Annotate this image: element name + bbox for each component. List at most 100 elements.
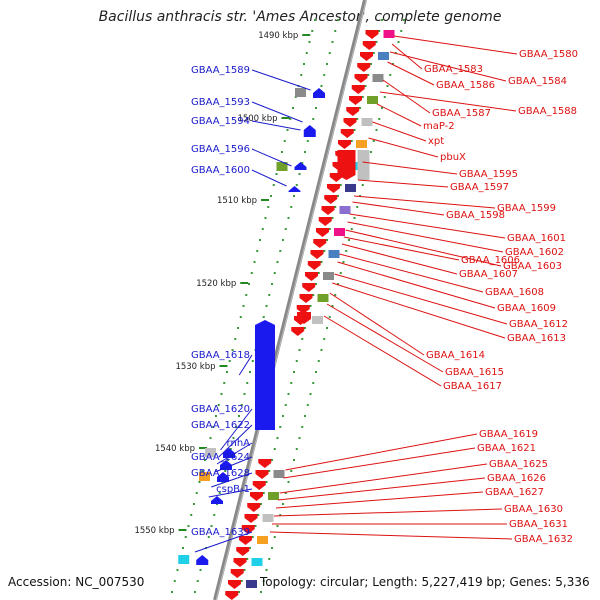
guide-dot [265,569,268,571]
guide-dot [256,250,259,252]
plus-leader-line [389,51,507,82]
guide-dot [176,569,179,571]
guide-dot [350,228,353,230]
guide-dot [375,41,378,43]
minus-leader-line [211,472,253,488]
guide-dot [331,217,334,219]
plus-leader-line [339,253,484,293]
minus-gene-label: GBAA_1618 [191,350,250,361]
minus-gene-arrow [211,496,223,504]
plus-gene-label: GBAA_1612 [509,319,568,330]
plus-gene-arrow [316,228,329,237]
minus-leader-line [251,120,301,131]
plus-gene-label: GBAA_1627 [485,487,544,498]
minus-gene-label: GBAA_1594 [191,116,250,127]
guide-dot [194,591,196,593]
guide-dot [271,459,273,461]
guide-dot [251,536,254,538]
guide-dot [204,459,206,461]
plus-gene-arrow [299,294,313,303]
guide-dot [271,283,273,285]
genome-summary-text: Topology: circular; Length: 5,227,419 bp… [260,575,590,589]
guide-dot [209,437,212,439]
cog-block [273,470,285,478]
plus-leader-line [341,243,458,275]
plus-leader-line [277,477,486,501]
plus-gene-arrow [351,85,365,94]
guide-dot [232,437,235,439]
guide-dot [245,294,248,296]
guide-dot [282,415,284,417]
guide-dot [173,580,176,582]
guide-dot [273,536,276,538]
guide-dot [356,118,359,120]
plus-gene-arrow [321,206,335,215]
cog-block [357,150,370,180]
guide-dot [315,283,317,285]
plus-gene-label: GBAA_1621 [477,443,536,454]
guide-dot [298,349,301,351]
plus-leader-line [393,35,518,55]
minus-leader-line [220,408,253,451]
guide-dot [246,558,249,560]
plus-gene-arrow [302,283,316,292]
minus-gene-label: GBAA_1628 [191,468,250,479]
plus-gene-label: GBAA_1602 [505,247,564,258]
minus-leader-line [251,148,292,167]
guide-dot [364,85,367,87]
cog-block [350,162,362,170]
guide-dot [224,470,227,472]
plus-gene-arrow [362,41,376,50]
cog-block [262,514,274,522]
guide-dot [276,261,279,263]
guide-dot [334,294,337,296]
plus-leader-line [269,531,513,540]
guide-dot [207,536,210,538]
guide-dot [235,426,238,428]
guide-dot [287,393,290,395]
guide-dot [272,184,275,186]
cog-block [251,558,263,566]
guide-dot [187,525,190,527]
plus-gene-arrow [324,195,338,204]
guide-dot [243,569,246,571]
plus-gene-label: GBAA_1586 [436,80,495,91]
guide-dot [284,492,287,494]
plus-gene-label: GBAA_1584 [508,76,567,87]
guide-dot [253,261,256,263]
plus-leader-line [275,491,484,509]
guide-dot [317,272,320,274]
guide-dot [339,184,342,186]
guide-dot [279,250,282,252]
guide-dot [243,393,246,395]
cog-block [356,140,367,148]
plus-gene-arrow [291,327,305,336]
guide-dot [287,481,290,483]
plus-gene-arrow [338,140,351,149]
guide-dot [215,415,217,417]
plus-leader-line [387,61,435,86]
plus-gene-arrow [255,470,269,479]
cog-block [317,294,329,302]
plus-gene-arrow [318,217,332,226]
plus-leader-line [376,103,422,127]
guide-dot [223,382,226,384]
plus-gene-arrow [357,63,371,72]
plus-gene-label: GBAA_1614 [426,350,485,361]
plus-gene-label: GBAA_1580 [519,49,578,60]
cog-block [361,118,373,126]
guide-dot [353,217,356,219]
minus-gene-label: GBAA_1624 [191,452,250,463]
guide-dot [293,371,295,373]
plus-gene-label: xpt [428,136,444,147]
guide-dot [337,19,339,21]
guide-dot [259,239,261,241]
minus-gene-arrow [220,460,232,470]
guide-dot [262,492,265,494]
guide-dot [306,140,309,142]
minus-leader-line [251,101,303,123]
plus-leader-line [343,236,460,261]
guide-dot [359,195,361,197]
guide-dot [227,459,229,461]
